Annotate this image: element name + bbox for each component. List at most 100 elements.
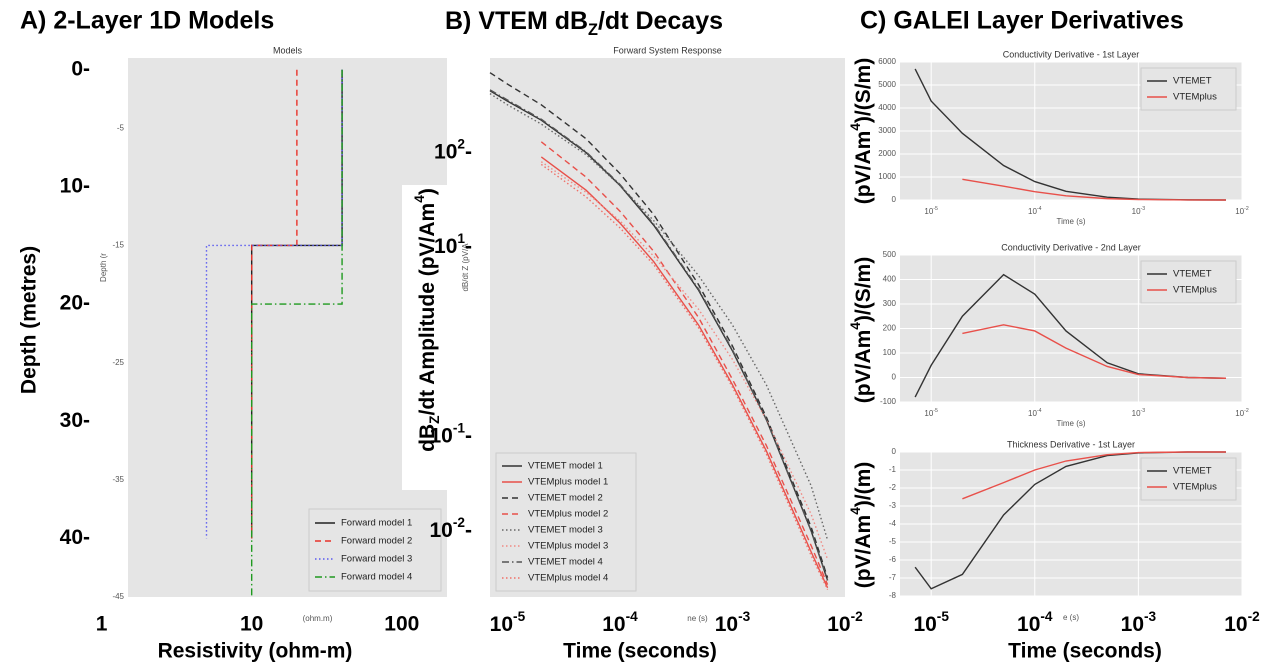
y-tick-label: 4000 [878, 103, 896, 112]
x-axis-label: Resistivity (ohm-m) [158, 640, 353, 663]
x-tick-label-overlay: 100 [384, 613, 419, 636]
text-run: 4 [412, 195, 427, 203]
text-run: 10 [827, 613, 850, 636]
legend-label: VTEMET [1173, 76, 1212, 87]
text-run: -5 [933, 408, 938, 414]
y-tick-label: -100 [880, 397, 897, 406]
text-run: -2 [1244, 408, 1249, 414]
x-tick-label-overlay: 10-4 [1017, 609, 1053, 635]
legend-label: VTEMplus model 4 [528, 573, 608, 584]
y-tick-label: 100 [883, 348, 897, 357]
plot-title: Conductivity Derivative - 2nd Layer [1001, 242, 1141, 252]
text-run: -4 [1040, 609, 1053, 624]
series-line [540, 163, 829, 590]
y-tick-label: 3000 [878, 126, 896, 135]
text-run: 10 [1028, 409, 1037, 418]
legend-label: Forward model 1 [341, 518, 412, 529]
text-run: 10 [913, 613, 936, 636]
plot-area [128, 58, 447, 597]
text-run: (pV/Am [852, 131, 875, 205]
text-run: 10 [602, 613, 625, 636]
x-tick-label: 10-4 [1028, 408, 1042, 418]
text-run: 10 [430, 518, 453, 541]
x-tick-label: 10-4 [1028, 206, 1042, 216]
text-run: -1 [453, 420, 466, 435]
legend-label: VTEMplus model 1 [528, 477, 608, 488]
text-run: 4 [848, 123, 863, 131]
text-run: (pV/Am [852, 330, 875, 404]
text-run: 10 [434, 140, 457, 163]
text-run: -5 [513, 609, 526, 624]
text-run: B) VTEM dB [445, 7, 588, 35]
x-tick-label-overlay: 10-5 [913, 609, 949, 635]
series-line [962, 451, 1226, 500]
y-tick-label: -6 [889, 555, 897, 564]
plot-title: Models [273, 45, 303, 55]
x-tick-label-overlay: 10 [240, 613, 263, 636]
text-run: 10 [1132, 409, 1141, 418]
text-run: -4 [1037, 206, 1042, 212]
y-tick-label-overlay: 0- [71, 57, 90, 80]
panel-title: C) GALEI Layer Derivatives [860, 7, 1184, 35]
y-tick-label: 2000 [878, 149, 896, 158]
panel-title: A) 2-Layer 1D Models [20, 7, 274, 35]
text-run: 10 [1121, 613, 1144, 636]
x-axis-label-small: ne (s) [687, 614, 708, 623]
x-tick-label: 10-2 [1235, 408, 1249, 418]
y-axis-label: (pV/Am4)/(m) [848, 462, 874, 589]
x-tick-label-overlay: 10-2 [1224, 609, 1260, 635]
legend-box [1140, 260, 1237, 304]
text-run: 10 [1132, 207, 1141, 216]
x-axis-label: Time (seconds) [1008, 640, 1162, 663]
y-axis-label: dBZ/dt Amplitude (pV/Am4) [412, 188, 442, 452]
y-tick-label: 0 [892, 195, 897, 204]
x-tick-label: 10-3 [1132, 206, 1146, 216]
legend-box [495, 452, 637, 592]
y-tick-label-overlay: 10- [60, 174, 90, 197]
text-run: - [465, 424, 472, 447]
y-tick-label: 300 [883, 299, 897, 308]
series-line [962, 178, 1226, 201]
series-line [489, 93, 829, 541]
legend-label: VTEMET model 3 [528, 525, 603, 536]
text-run: - [465, 140, 472, 163]
text-run: - [465, 235, 472, 258]
legend-label: VTEMplus model 2 [528, 509, 608, 520]
y-tick-label-overlay: 101- [434, 231, 472, 257]
series-line [540, 161, 829, 560]
y-tick-label: -7 [889, 573, 897, 582]
y-tick-label: -4 [889, 519, 897, 528]
y-tick-label: -3 [889, 501, 897, 510]
text-run: )/(S/m) [852, 257, 875, 322]
text-run: -3 [738, 609, 751, 624]
text-run: Z [427, 415, 442, 423]
x-tick-label: 10-5 [924, 408, 938, 418]
legend-label: VTEMplus [1173, 92, 1217, 103]
text-run: -3 [1144, 609, 1157, 624]
text-run: -2 [453, 515, 466, 530]
text-run: -2 [1248, 609, 1261, 624]
y-tick-label: 400 [883, 275, 897, 284]
text-run: /dt Decays [598, 7, 723, 35]
y-tick-label: 1000 [878, 172, 896, 181]
text-run: 10 [1235, 409, 1244, 418]
text-run: (pV/Am [852, 515, 875, 589]
y-axis-label-small: Depth (r [99, 253, 108, 282]
text-run: )/(m) [852, 462, 875, 508]
text-run: 2 [457, 137, 465, 152]
text-run: -2 [851, 609, 864, 624]
series-line [540, 141, 829, 585]
plot-title: Conductivity Derivative - 1st Layer [1003, 49, 1140, 59]
y-tick-label-overlay: 20- [60, 292, 90, 315]
text-run: 10 [430, 424, 453, 447]
text-run: 10 [715, 613, 738, 636]
legend-label: VTEMET [1173, 466, 1212, 477]
x-tick-label-overlay: 10-3 [1121, 609, 1157, 635]
legend-label: Forward model 4 [341, 572, 412, 583]
text-run: /dt Amplitude (pV/Am [416, 203, 439, 416]
x-tick-label: 10-5 [924, 206, 938, 216]
series-line [250, 69, 343, 597]
panel-title: B) VTEM dBZ/dt Decays [445, 7, 723, 40]
text-run: 10 [1028, 207, 1037, 216]
y-tick-label: 0 [892, 447, 897, 456]
